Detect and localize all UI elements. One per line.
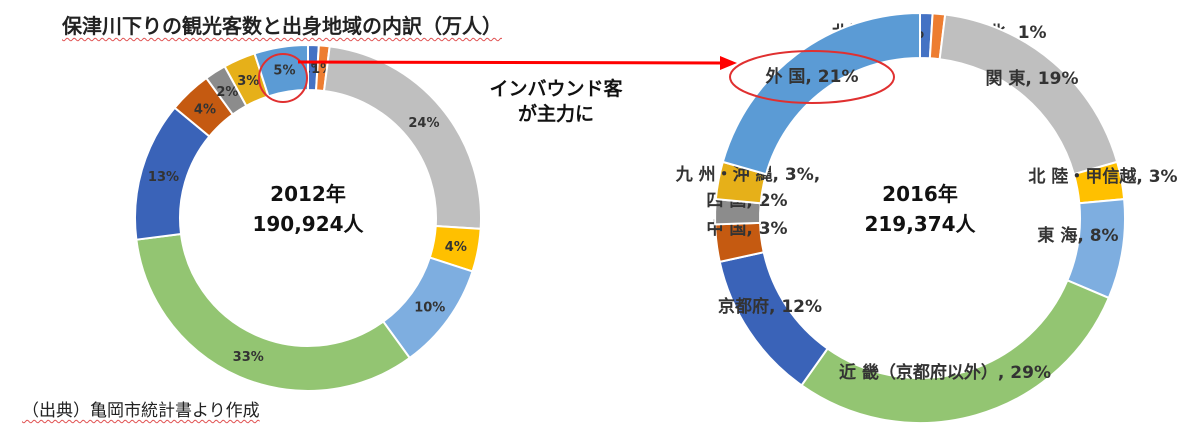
annotation-text-0: インバウンド客 bbox=[489, 77, 623, 100]
slice-label-tokai: 10% bbox=[414, 300, 445, 315]
slice-label-hokuriku: 4% bbox=[445, 240, 467, 255]
slice-label-kyoto: 13% bbox=[148, 170, 179, 185]
slice-label-chugoku: 4% bbox=[194, 102, 216, 117]
highlight-circle-2016 bbox=[729, 50, 895, 104]
slice-label-kanto: 関 東, 19% bbox=[986, 68, 1079, 89]
slice-label-shikoku: 2% bbox=[216, 85, 238, 100]
arrow-head bbox=[720, 56, 737, 70]
slice-kyoto bbox=[718, 251, 829, 387]
slice-kinki bbox=[800, 279, 1111, 424]
slice-label-kyoto: 京都府, 12% bbox=[718, 296, 822, 317]
slice-foreign bbox=[721, 11, 921, 176]
slice-label-hokuriku: 北 陸・甲信越, 3% bbox=[1028, 166, 1177, 187]
source-note: （出典）亀岡市統計書より作成 bbox=[22, 401, 260, 421]
chart-title: 保津川下りの観光客数と出身地域の内訳（万人） bbox=[62, 14, 502, 38]
center-text-0: 2016年 bbox=[882, 182, 958, 206]
slice-label-kinki: 近 畿（京都府以外）, 29% bbox=[839, 362, 1051, 383]
slice-label-kyushu: 九 州・沖 縄, 3%, bbox=[675, 164, 821, 185]
slice-label-foreign: 外 国, 21% bbox=[766, 66, 859, 87]
center-text-0: 2012年 bbox=[270, 182, 346, 206]
donut-chart-2016: 北海道, 1%東 北, 1%関 東, 19%北 陸・甲信越, 3%東 海, 8%… bbox=[675, 11, 1178, 424]
arrow-line bbox=[297, 60, 723, 65]
slice-label-kanto: 24% bbox=[408, 116, 439, 131]
slice-label-tokai: 東 海, 8% bbox=[1037, 225, 1118, 246]
slice-label-kyushu: 3% bbox=[237, 74, 259, 89]
center-text-1: 219,374人 bbox=[864, 212, 976, 236]
slice-kanto bbox=[322, 45, 482, 230]
center-text-1: 190,924人 bbox=[252, 212, 364, 236]
annotation-text-1: が主力に bbox=[518, 102, 594, 125]
slice-label-kinki: 33% bbox=[233, 350, 264, 365]
slice-label-foreign: 5% bbox=[273, 63, 295, 78]
highlight-circle-2012 bbox=[258, 53, 308, 103]
slice-kinki bbox=[135, 232, 412, 392]
